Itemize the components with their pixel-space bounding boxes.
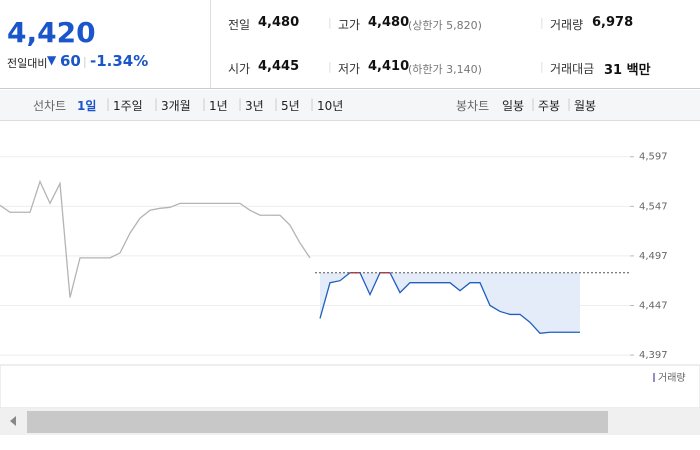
separator: | [531,97,536,111]
stat-value: 31 백만 [604,63,651,78]
price: 4,420 [7,16,96,49]
fill-area [320,272,580,334]
stat-label: 시가 [228,62,251,76]
volume-legend: 거래량 [658,372,686,384]
separator: | [238,97,243,111]
scroll-left[interactable] [10,416,16,426]
header [0,0,700,89]
separator: | [540,16,544,29]
separator: | [106,97,111,111]
tab[interactable]: 1주일 [113,99,143,113]
stat-value: 6,978 [592,15,634,30]
change: 60 [60,52,81,70]
tab[interactable]: 일봉 [502,99,525,113]
stat-label: 고가 [338,18,361,32]
y-tick-label: 4,447 [639,300,668,311]
change-pct: -1.34% [90,52,149,70]
stat-value: 4,445 [258,59,300,74]
tab[interactable]: 10년 [317,99,344,113]
tab[interactable]: 3개월 [161,99,191,113]
separator: | [83,55,87,68]
stat-value: 4,480 [368,15,410,30]
volume-legend-swatch [653,373,655,382]
separator: | [540,60,544,73]
separator: | [310,97,315,111]
tab-group-label: 봉차트 [456,99,490,113]
separator: | [328,60,332,73]
separator: | [274,97,279,111]
change-label: 전일대비 [7,57,48,70]
stat-value: 4,480 [258,15,300,30]
separator: | [154,97,159,111]
tab-bar [0,90,700,121]
y-tick-label: 4,397 [639,350,668,361]
stat-label: 거래량 [550,18,584,32]
scroll-thumb[interactable] [27,411,608,433]
separator: | [567,97,572,111]
stat-label: 거래대금 [550,62,595,76]
price-line [319,272,580,334]
stat-extra: (상한가 5,820) [408,19,482,32]
y-tick-label: 4,597 [639,152,668,163]
stat-label: 전일 [228,18,251,32]
divider [210,0,211,88]
y-tick-label: 4,497 [639,251,668,262]
tab[interactable]: 1년 [209,99,228,113]
tab[interactable]: 주봉 [538,99,561,113]
stat-value: 4,410 [368,59,410,74]
tab-group-label: 선차트 [33,99,67,113]
separator: | [202,97,207,111]
volume-panel [0,364,700,409]
price-line [0,179,311,298]
tab[interactable]: 5년 [281,99,300,113]
stat-label: 저가 [338,62,361,76]
tab[interactable]: 1일 [77,99,97,113]
down-arrow: ▼ [47,53,57,67]
tab[interactable]: 3년 [245,99,264,113]
stat-extra: (하한가 3,140) [408,63,482,76]
tab[interactable]: 월봉 [574,99,597,113]
y-tick-label: 4,547 [639,201,668,212]
separator: | [328,16,332,29]
